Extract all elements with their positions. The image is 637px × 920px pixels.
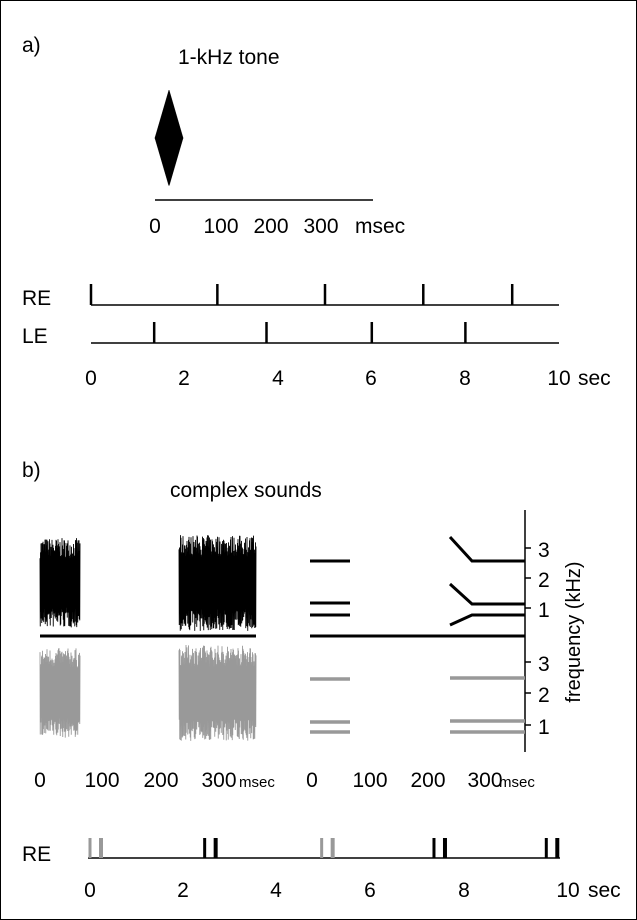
timeline-a-re-label: RE [22,287,51,310]
spec-black-glide-2khz [448,582,525,606]
timeline-a-tick-2: 2 [178,367,190,390]
panel-b-label: b) [22,459,41,482]
panel-a-label: a) [22,34,41,57]
tone-waveform [154,89,184,186]
timeline-a-tick-6: 6 [365,367,377,390]
spec-tick-200: 200 [410,769,445,792]
freq-bottom-3: 3 [538,653,550,676]
wave-tick-0: 0 [34,769,46,792]
tone-tick-100: 100 [203,215,238,238]
timeline-a-tick-10: 10 [547,367,570,390]
waveform-gray-burst-1 [39,648,81,738]
freq-top-2: 2 [538,569,550,592]
tone-axis-unit: msec [355,215,405,238]
timeline-b-unit: sec [588,879,621,902]
waveform-black-burst-1 [39,538,81,628]
freq-top-3: 3 [538,539,550,562]
frequency-axis-label: frequency (kHz) [563,561,585,702]
timeline-a-events [89,284,514,343]
waveform-black-burst-2 [178,535,257,631]
timeline-a-tick-8: 8 [459,367,471,390]
frequency-axis-ticks [525,547,531,726]
spec-tick-300: 300 [467,769,502,792]
complex-waveforms [39,535,257,741]
wave-tick-300: 300 [201,769,236,792]
tone-title: 1-kHz tone [178,46,280,69]
timeline-a-unit: sec [578,367,611,390]
freq-top-1: 1 [538,599,550,622]
spectrogram-gray [310,676,525,734]
freq-bottom-2: 2 [538,684,550,707]
waveform-gray-burst-2 [178,645,257,741]
spec-tick-100: 100 [352,769,387,792]
timeline-b-tick-2: 2 [177,879,189,902]
timeline-b-tick-8: 8 [458,879,470,902]
spec-black-glide-3khz [448,535,525,563]
spec-black-glide-1khz [449,613,525,627]
timeline-b-tick-10: 10 [556,879,579,902]
tone-burst [154,89,184,186]
timeline-a-tick-4: 4 [272,367,284,390]
timeline-b-tick-0: 0 [84,879,96,902]
wave-tick-200: 200 [143,769,178,792]
timeline-b-tick-6: 6 [364,879,376,902]
tone-tick-300: 300 [303,215,338,238]
timeline-a-tick-0: 0 [85,367,97,390]
timeline-b-events [88,838,560,858]
complex-title: complex sounds [170,479,322,502]
freq-bottom-1: 1 [538,716,550,739]
tone-tick-200: 200 [253,215,288,238]
timeline-a-le-label: LE [22,325,48,348]
spec-axis-unit: msec [499,774,535,791]
wave-tick-100: 100 [84,769,119,792]
timeline-b-re-label: RE [22,843,51,866]
wave-axis-unit: msec [239,774,275,791]
tone-tick-0: 0 [149,215,161,238]
spec-tick-0: 0 [306,769,318,792]
timeline-b-tick-4: 4 [270,879,282,902]
spectrogram-black [310,535,525,627]
